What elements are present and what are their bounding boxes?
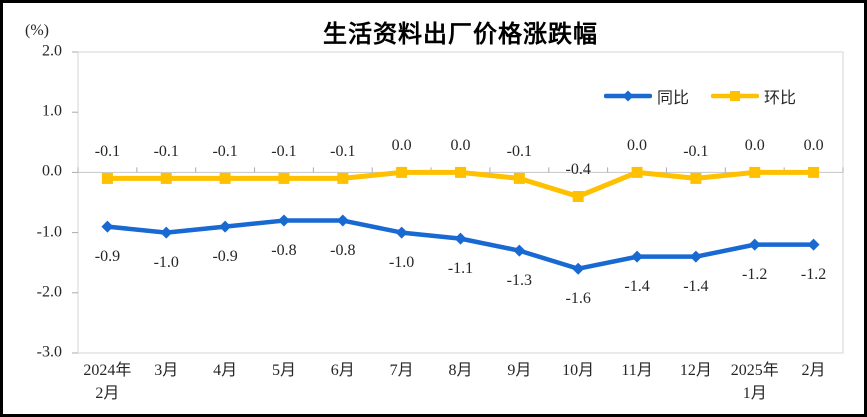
huanbi-marker [101, 172, 113, 184]
tongbi-line [105, 218, 816, 271]
huanbi-marker [690, 172, 702, 184]
chart-title: 生活资料出厂价格涨跌幅 [323, 21, 598, 48]
tongbi-marker [689, 250, 702, 263]
tongbi-marker [219, 220, 232, 233]
tongbi-marker [572, 262, 585, 275]
legend-item-tongbi: 同比 [604, 84, 689, 108]
tongbi-marker [748, 238, 761, 251]
huanbi-marker [749, 166, 761, 178]
huanbi-marker [278, 172, 290, 184]
tongbi-marker [395, 226, 408, 239]
legend-label-tongbi: 同比 [657, 90, 690, 107]
huanbi-marker [219, 172, 231, 184]
plot-border [77, 51, 844, 354]
legend-label-huanbi: 环比 [764, 90, 797, 107]
tongbi-marker [336, 214, 349, 227]
huanbi-marker [396, 166, 408, 178]
huanbi-marker [572, 190, 584, 202]
tongbi-line-marker-icon [604, 90, 652, 102]
tongbi-marker [277, 214, 290, 227]
tongbi-marker [807, 238, 820, 251]
legend: 同比 环比 [604, 84, 796, 108]
huanbi-marker [337, 172, 349, 184]
huanbi-line-marker-icon [711, 91, 760, 101]
y-axis-unit-label: (%) [25, 22, 49, 39]
tongbi-marker [101, 220, 114, 233]
tongbi-marker [160, 226, 173, 239]
huanbi-marker [513, 172, 525, 184]
plot-area [72, 51, 844, 354]
huanbi-marker [631, 166, 643, 178]
huanbi-marker [160, 172, 172, 184]
huanbi-marker [455, 166, 466, 178]
tongbi-marker [631, 250, 644, 263]
tongbi-marker [454, 232, 467, 245]
legend-item-huanbi: 环比 [711, 84, 796, 108]
huanbi-marker [808, 166, 820, 178]
tongbi-marker [513, 244, 526, 257]
